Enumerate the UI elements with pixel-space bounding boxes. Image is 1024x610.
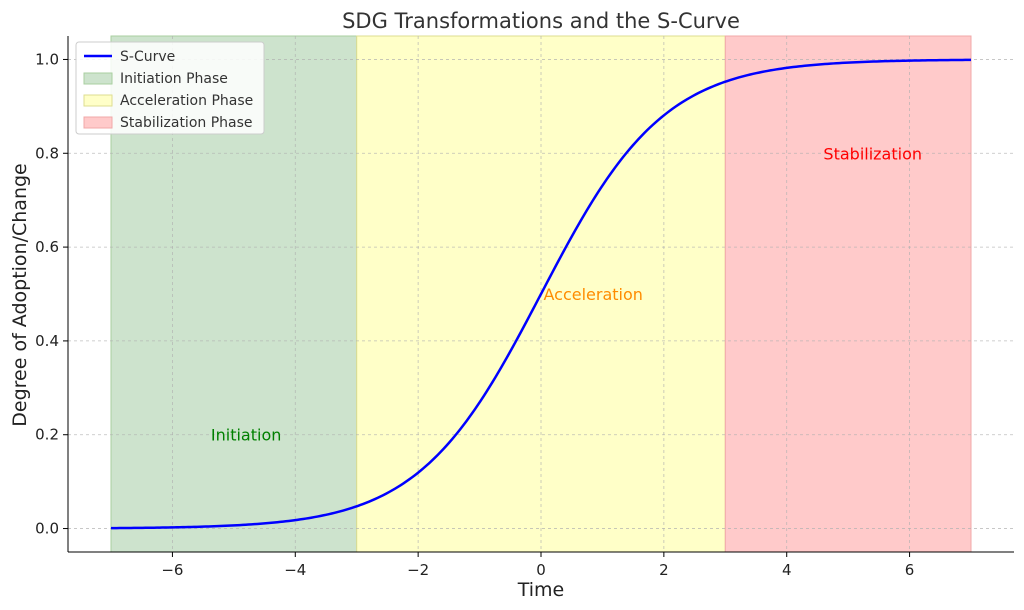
x-tick-label-4: 2: [659, 561, 669, 579]
x-tick-label-6: 6: [905, 561, 915, 579]
y-tick-label-2: 0.4: [35, 332, 59, 350]
tick-labels: −6 −4 −2 0 2 4 6 0.0 0.2 0.4 0.6 0.8 1.0: [35, 50, 914, 579]
phase-label-1: Acceleration: [544, 285, 643, 304]
legend-box: [75, 41, 265, 135]
x-tick-label-5: 4: [782, 561, 792, 579]
legend-label-2: Acceleration Phase: [120, 93, 253, 109]
s-curve-series: [110, 58, 972, 530]
x-axis-label: Time: [517, 579, 565, 601]
phase-labels: Initiation Acceleration Stabilization: [211, 144, 922, 444]
y-tick-label-1: 0.2: [35, 426, 59, 444]
phase-label-2: Stabilization: [823, 144, 922, 163]
series-line-0: [110, 58, 972, 530]
y-tick-label-5: 1.0: [35, 50, 59, 68]
legend-label-1: Initiation Phase: [120, 71, 228, 87]
y-axis-label: Degree of Adoption/Change: [9, 163, 31, 427]
phase-label-0: Initiation: [211, 426, 281, 445]
x-tick-label-3: 0: [536, 561, 546, 579]
y-tick-label-4: 0.8: [35, 144, 59, 162]
x-tick-label-1: −4: [284, 561, 306, 579]
legend-swatch-3: [83, 116, 113, 129]
legend-swatch-2: [83, 94, 113, 107]
legend-swatch-1: [83, 72, 113, 85]
legend: S-Curve Initiation Phase Acceleration Phas…: [75, 41, 265, 135]
legend-label-3: Stabilization Phase: [120, 115, 253, 131]
x-tick-label-0: −6: [161, 561, 183, 579]
y-tick-label-3: 0.6: [35, 238, 59, 256]
x-tick-label-2: −2: [407, 561, 429, 579]
y-tick-label-0: 0.0: [35, 520, 59, 538]
legend-label-0: S-Curve: [120, 49, 175, 65]
phase-region-2: [724, 35, 972, 553]
chart-title: SDG Transformations and the S-Curve: [342, 9, 740, 33]
